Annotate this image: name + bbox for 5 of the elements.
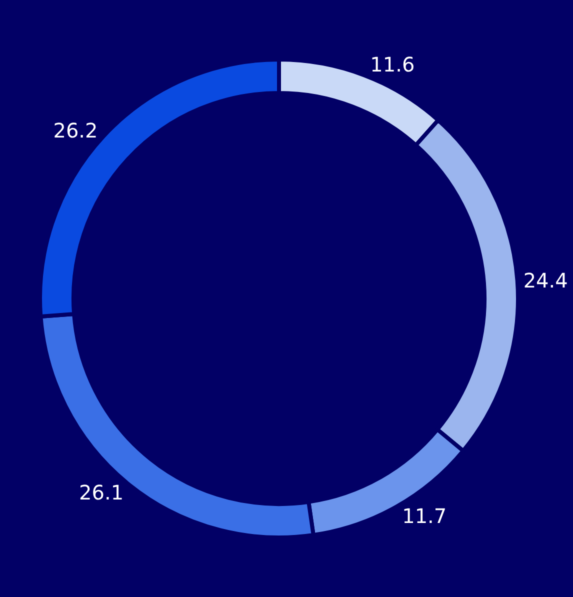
data-label: 26.1 <box>79 480 124 504</box>
data-label: 24.4 <box>523 268 568 292</box>
data-label: 26.2 <box>53 118 98 142</box>
data-label: 11.6 <box>370 52 415 77</box>
data-label: 11.7 <box>402 504 447 528</box>
